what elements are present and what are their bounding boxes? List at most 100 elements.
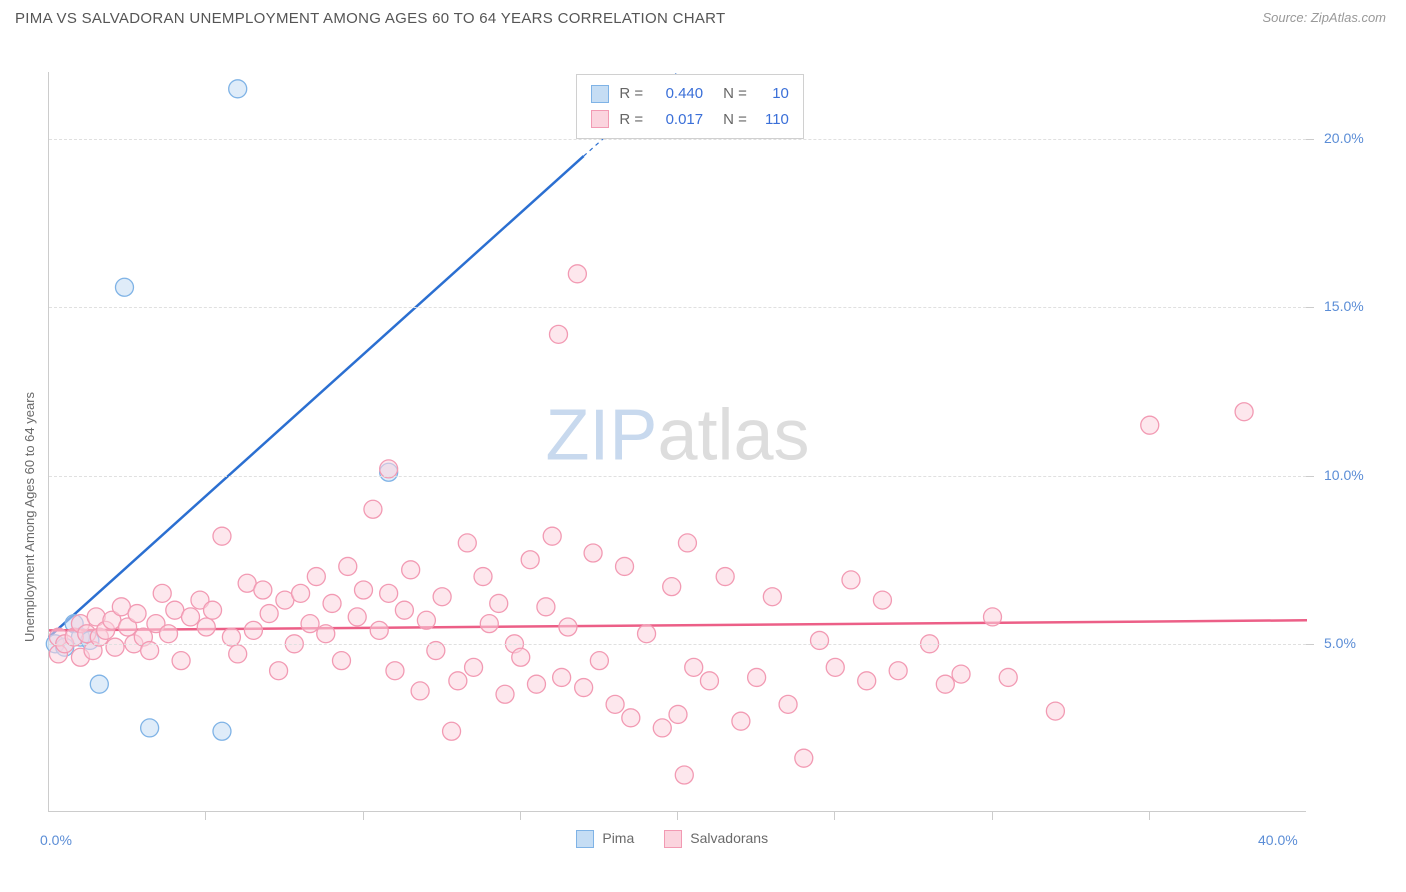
grid-line bbox=[49, 476, 1306, 477]
data-point bbox=[999, 668, 1017, 686]
data-point bbox=[521, 551, 539, 569]
data-point bbox=[653, 719, 671, 737]
stats-n-value: 110 bbox=[757, 107, 789, 133]
x-tick bbox=[677, 812, 678, 820]
plot-svg bbox=[49, 72, 1307, 812]
data-point bbox=[512, 648, 530, 666]
data-point bbox=[622, 709, 640, 727]
data-point bbox=[160, 625, 178, 643]
data-point bbox=[417, 611, 435, 629]
data-point bbox=[537, 598, 555, 616]
data-point bbox=[364, 500, 382, 518]
data-point bbox=[716, 568, 734, 586]
data-point bbox=[307, 568, 325, 586]
data-point bbox=[669, 705, 687, 723]
stats-r-label: R = bbox=[619, 107, 643, 133]
legend-item: Pima bbox=[576, 830, 634, 848]
data-point bbox=[213, 722, 231, 740]
data-point bbox=[952, 665, 970, 683]
data-point bbox=[663, 578, 681, 596]
data-point bbox=[204, 601, 222, 619]
data-point bbox=[763, 588, 781, 606]
data-point bbox=[244, 621, 262, 639]
legend: Pima Salvadorans bbox=[576, 830, 768, 848]
data-point bbox=[1046, 702, 1064, 720]
stats-row: R =0.017N =110 bbox=[591, 107, 789, 133]
data-point bbox=[443, 722, 461, 740]
data-point bbox=[90, 675, 108, 693]
data-point bbox=[182, 608, 200, 626]
plot-area: ZIPatlas bbox=[48, 72, 1306, 812]
y-tick-label: 10.0% bbox=[1324, 467, 1364, 483]
grid-line bbox=[49, 644, 1306, 645]
data-point bbox=[549, 325, 567, 343]
data-point bbox=[527, 675, 545, 693]
stats-swatch bbox=[591, 85, 609, 103]
legend-label: Pima bbox=[602, 830, 634, 846]
data-point bbox=[254, 581, 272, 599]
stats-box: R =0.440N =10R =0.017N =110 bbox=[576, 74, 804, 139]
data-point bbox=[685, 658, 703, 676]
data-point bbox=[339, 557, 357, 575]
y-tick-label: 20.0% bbox=[1324, 130, 1364, 146]
data-point bbox=[301, 615, 319, 633]
data-point bbox=[678, 534, 696, 552]
data-point bbox=[270, 662, 288, 680]
stats-n-value: 10 bbox=[757, 81, 789, 107]
data-point bbox=[197, 618, 215, 636]
y-tick bbox=[1306, 139, 1314, 140]
data-point bbox=[332, 652, 350, 670]
y-tick bbox=[1306, 644, 1314, 645]
x-tick-label: 0.0% bbox=[40, 832, 72, 848]
x-tick bbox=[992, 812, 993, 820]
data-point bbox=[402, 561, 420, 579]
data-point bbox=[474, 568, 492, 586]
data-point bbox=[490, 594, 508, 612]
data-point bbox=[348, 608, 366, 626]
data-point bbox=[779, 695, 797, 713]
data-point bbox=[115, 278, 133, 296]
data-point bbox=[842, 571, 860, 589]
data-point bbox=[449, 672, 467, 690]
x-tick bbox=[205, 812, 206, 820]
data-point bbox=[826, 658, 844, 676]
y-tick-label: 5.0% bbox=[1324, 635, 1356, 651]
data-point bbox=[386, 662, 404, 680]
data-point bbox=[260, 605, 278, 623]
data-point bbox=[1141, 416, 1159, 434]
legend-label: Salvadorans bbox=[690, 830, 768, 846]
data-point bbox=[141, 719, 159, 737]
data-point bbox=[355, 581, 373, 599]
x-tick bbox=[520, 812, 521, 820]
data-point bbox=[480, 615, 498, 633]
x-tick bbox=[834, 812, 835, 820]
data-point bbox=[575, 679, 593, 697]
source-label: Source: ZipAtlas.com bbox=[1262, 10, 1386, 25]
data-point bbox=[936, 675, 954, 693]
y-tick-label: 15.0% bbox=[1324, 298, 1364, 314]
data-point bbox=[153, 584, 171, 602]
data-point bbox=[1235, 403, 1253, 421]
data-point bbox=[292, 584, 310, 602]
data-point bbox=[616, 557, 634, 575]
data-point bbox=[458, 534, 476, 552]
data-point bbox=[465, 658, 483, 676]
data-point bbox=[543, 527, 561, 545]
data-point bbox=[795, 749, 813, 767]
stats-n-label: N = bbox=[723, 81, 747, 107]
data-point bbox=[559, 618, 577, 636]
legend-swatch bbox=[664, 830, 682, 848]
x-tick-label: 40.0% bbox=[1258, 832, 1298, 848]
y-tick bbox=[1306, 307, 1314, 308]
data-point bbox=[106, 638, 124, 656]
chart-title: PIMA VS SALVADORAN UNEMPLOYMENT AMONG AG… bbox=[15, 10, 725, 27]
data-point bbox=[411, 682, 429, 700]
data-point bbox=[172, 652, 190, 670]
stats-swatch bbox=[591, 110, 609, 128]
chart-container: Unemployment Among Ages 60 to 64 years Z… bbox=[0, 32, 1406, 862]
legend-swatch bbox=[576, 830, 594, 848]
data-point bbox=[984, 608, 1002, 626]
data-point bbox=[213, 527, 231, 545]
legend-item: Salvadorans bbox=[664, 830, 768, 848]
data-point bbox=[889, 662, 907, 680]
